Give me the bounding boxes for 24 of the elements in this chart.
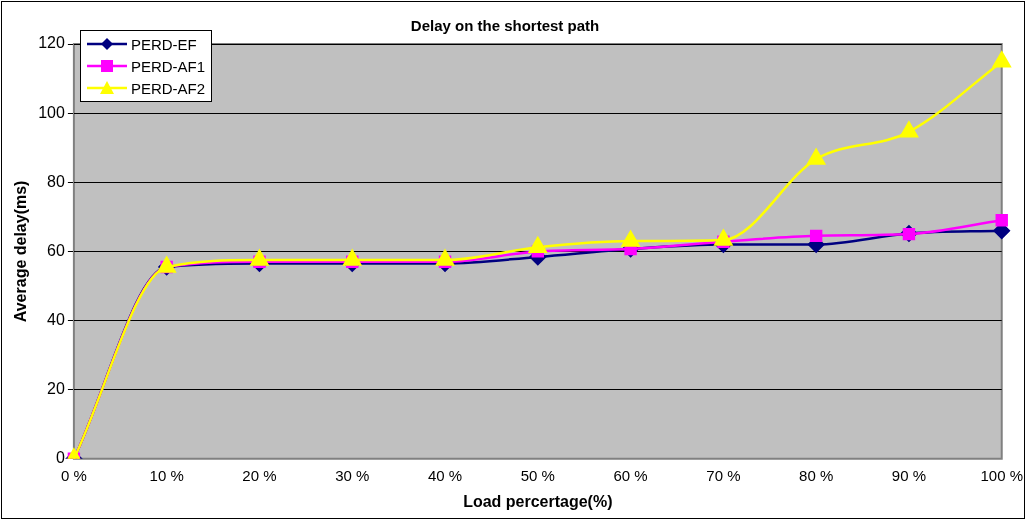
y-tick-label: 120 [38, 34, 65, 52]
x-tick-label: 0 % [60, 466, 87, 484]
y-tick-label: 20 [47, 380, 65, 398]
legend-label: PERD-EF [130, 35, 197, 53]
chart-title: Delay on the shortest path [410, 17, 600, 35]
x-tick-label: 20 % [242, 466, 277, 484]
x-tick-label: 100 % [980, 466, 1024, 484]
y-axis-title: Average delay(ms) [12, 180, 30, 323]
x-tick-label: 70 % [706, 466, 741, 484]
legend-label: PERD-AF1 [130, 57, 206, 75]
x-tick-label: 60 % [613, 466, 648, 484]
y-tick-label: 80 [47, 172, 65, 190]
x-tick-label: 80 % [799, 466, 834, 484]
x-tick-label: 30 % [335, 466, 370, 484]
y-tick-label: 60 [47, 241, 65, 259]
x-tick-label: 10 % [149, 466, 184, 484]
y-tick-label: 40 [47, 310, 65, 328]
legend-label: PERD-AF2 [130, 79, 206, 97]
x-tick-label: 90 % [891, 466, 927, 484]
x-axis-title: Load percertage(%) [463, 492, 613, 510]
y-tick-label: 0 [55, 449, 65, 467]
x-tick-label: 40 % [427, 466, 463, 484]
y-tick-label: 100 [38, 103, 65, 121]
x-tick-label: 50 % [520, 466, 555, 484]
